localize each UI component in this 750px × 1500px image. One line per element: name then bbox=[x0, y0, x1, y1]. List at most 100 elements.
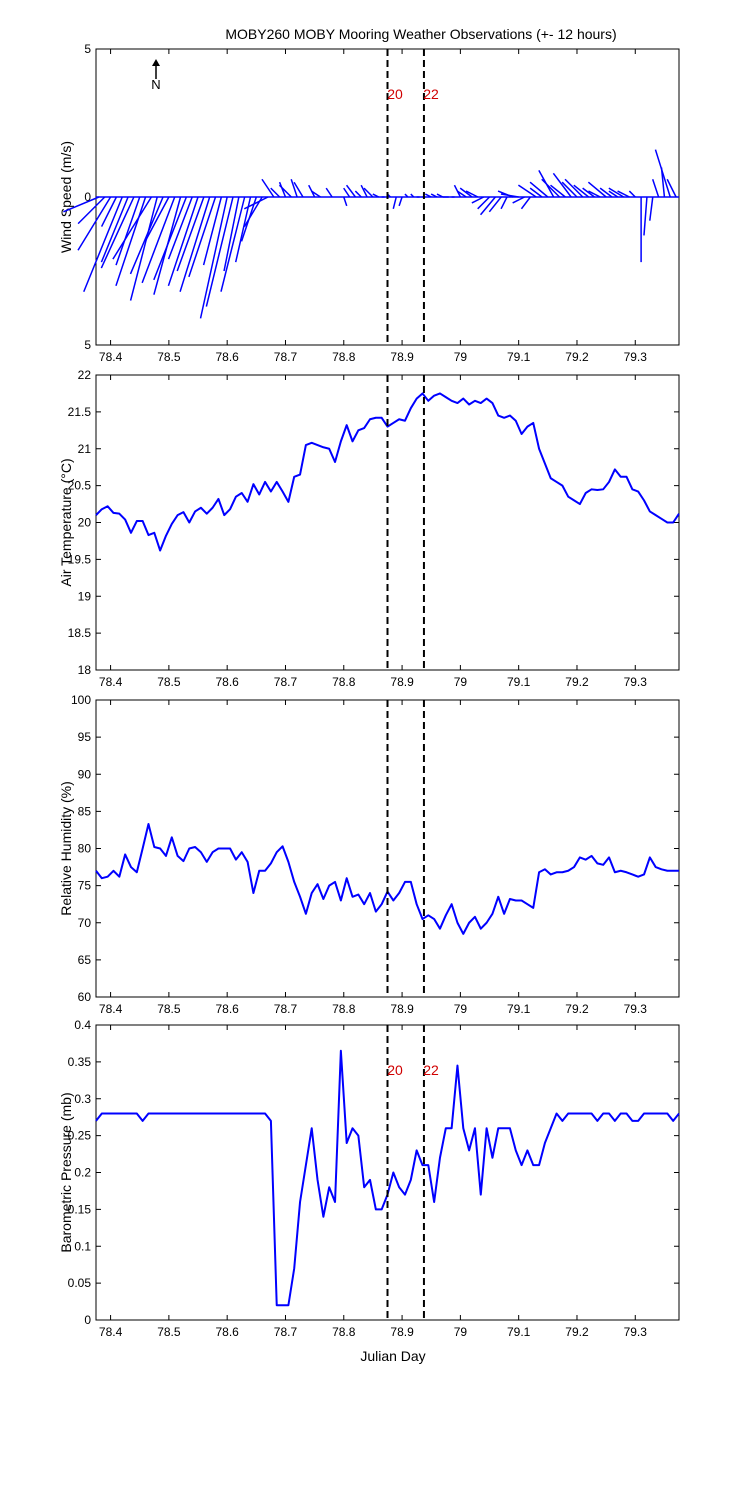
x-tick-label: 78.7 bbox=[274, 350, 298, 364]
marker-label-20-bottom: 20 bbox=[387, 1062, 403, 1078]
y-tick-label: 21.5 bbox=[68, 405, 92, 419]
wind-vector bbox=[363, 187, 374, 198]
y-tick-label: 70 bbox=[78, 916, 92, 930]
x-tick-label: 78.5 bbox=[157, 675, 181, 689]
y-tick-label: 85 bbox=[78, 804, 92, 818]
north-arrow-head-icon bbox=[152, 59, 160, 66]
wind-vector bbox=[129, 196, 164, 275]
x-tick-label: 78.8 bbox=[332, 675, 356, 689]
relative-humidity-panel: 78.4 78.5 78.6 78.7 78.8 78.9 79 79.1 79.2 79.3 10… bbox=[58, 693, 680, 1016]
x-tick-label: 78.8 bbox=[332, 1325, 356, 1339]
wind-vector bbox=[608, 187, 625, 198]
air_temperature-line bbox=[95, 392, 680, 552]
wind-vector bbox=[488, 196, 502, 213]
wind-vector bbox=[477, 196, 491, 210]
wind-vector bbox=[471, 196, 485, 204]
wind-vector bbox=[643, 196, 648, 236]
wind-vector bbox=[290, 179, 298, 198]
y-tick-label: 19 bbox=[78, 589, 92, 603]
wind-vector bbox=[649, 196, 654, 221]
wind-vector bbox=[278, 181, 287, 198]
wind-vector bbox=[459, 187, 473, 198]
y-tick-label: 0 bbox=[84, 190, 91, 204]
x-tick-label: 78.9 bbox=[390, 1325, 414, 1339]
air-temperature-panel: 78.4 78.5 78.6 78.7 78.8 78.9 79 79.1 79.2 79.3 22… bbox=[58, 368, 680, 689]
x-tick-label: 78.9 bbox=[390, 1002, 414, 1016]
x-tick-label: 79.3 bbox=[624, 675, 648, 689]
wind-vector bbox=[651, 179, 660, 198]
wind-vector bbox=[202, 196, 223, 266]
wind-vector bbox=[100, 196, 118, 227]
figure-title: MOBY260 MOBY Mooring Weather Observation… bbox=[225, 26, 616, 42]
wind-vector bbox=[270, 187, 281, 198]
y-axis-label: Wind Speed (m/s) bbox=[58, 141, 74, 253]
wind-vector bbox=[654, 149, 671, 198]
x-tick-label: 79.3 bbox=[624, 350, 648, 364]
wind-vector bbox=[599, 187, 613, 198]
x-tick-label: 78.6 bbox=[215, 350, 239, 364]
x-tick-label: 78.5 bbox=[157, 350, 181, 364]
x-tick-label: 78.8 bbox=[332, 350, 356, 364]
x-tick-label: 78.7 bbox=[274, 675, 298, 689]
marker-label-22-bottom: 22 bbox=[423, 1062, 439, 1078]
y-tick-label: 20.5 bbox=[68, 479, 92, 493]
wind-vector bbox=[293, 181, 304, 198]
wind-vector bbox=[77, 196, 112, 251]
y-axis-label: Relative Humidity (%) bbox=[58, 781, 74, 916]
wind-vector bbox=[465, 190, 479, 198]
wind-vector bbox=[199, 196, 228, 319]
wind-vector bbox=[398, 196, 403, 207]
x-tick-label: 79.3 bbox=[624, 1002, 648, 1016]
wind-vector bbox=[220, 196, 246, 292]
wind-vector bbox=[278, 184, 292, 198]
x-tick-label: 78.9 bbox=[390, 675, 414, 689]
y-tick-label: 5 bbox=[84, 338, 91, 352]
wind-vector bbox=[392, 196, 397, 210]
x-tick-label: 79 bbox=[454, 675, 468, 689]
wind-vector bbox=[564, 178, 584, 198]
wind-vector bbox=[188, 196, 217, 278]
y-tick-label: 65 bbox=[78, 953, 92, 967]
y-tick-label: 5 bbox=[84, 42, 91, 56]
wind-vector bbox=[410, 193, 415, 198]
x-tick-label: 78.4 bbox=[99, 1325, 123, 1339]
y-tick-label: 90 bbox=[78, 767, 92, 781]
north-label: N bbox=[151, 77, 160, 92]
x-tick-label: 78.5 bbox=[157, 1325, 181, 1339]
wind-vector bbox=[550, 184, 566, 198]
y-axis-label: Air Temperature (°C) bbox=[58, 458, 74, 586]
x-tick-label: 79.2 bbox=[565, 1325, 589, 1339]
wind-vector bbox=[617, 190, 630, 198]
y-tick-label: 75 bbox=[78, 879, 92, 893]
wind-vector bbox=[372, 193, 380, 198]
wind-vector bbox=[529, 187, 543, 198]
wind-vector bbox=[587, 181, 607, 198]
x-tick-label: 78.7 bbox=[274, 1325, 298, 1339]
wind-vector bbox=[430, 193, 438, 198]
wind-vector bbox=[512, 196, 525, 204]
wind-vector bbox=[360, 184, 368, 198]
x-tick-label: 78.6 bbox=[215, 675, 239, 689]
wind-vector bbox=[115, 196, 147, 287]
wind-vector bbox=[261, 178, 275, 198]
x-tick-label: 79.1 bbox=[507, 675, 531, 689]
wind-vector bbox=[520, 196, 531, 210]
wind-vector bbox=[83, 196, 123, 293]
x-tick-label: 79 bbox=[454, 1002, 468, 1016]
wind-vector bbox=[456, 190, 467, 198]
wind-vector bbox=[354, 190, 362, 198]
wind-vector bbox=[112, 196, 153, 260]
x-tick-label: 78.5 bbox=[157, 1002, 181, 1016]
x-tick-label: 78.4 bbox=[99, 675, 123, 689]
wind-vector bbox=[234, 196, 252, 263]
wind-vector bbox=[500, 193, 519, 198]
wind-vector bbox=[243, 196, 269, 210]
wind-vector bbox=[666, 178, 677, 198]
marker-label-20-top: 20 bbox=[387, 86, 403, 102]
y-tick-label: 0.4 bbox=[74, 1018, 91, 1032]
x-tick-label: 78.7 bbox=[274, 1002, 298, 1016]
x-tick-label: 78.8 bbox=[332, 1002, 356, 1016]
x-tick-label: 79 bbox=[454, 350, 468, 364]
y-tick-label: 60 bbox=[78, 990, 92, 1004]
y-tick-label: 95 bbox=[78, 730, 92, 744]
